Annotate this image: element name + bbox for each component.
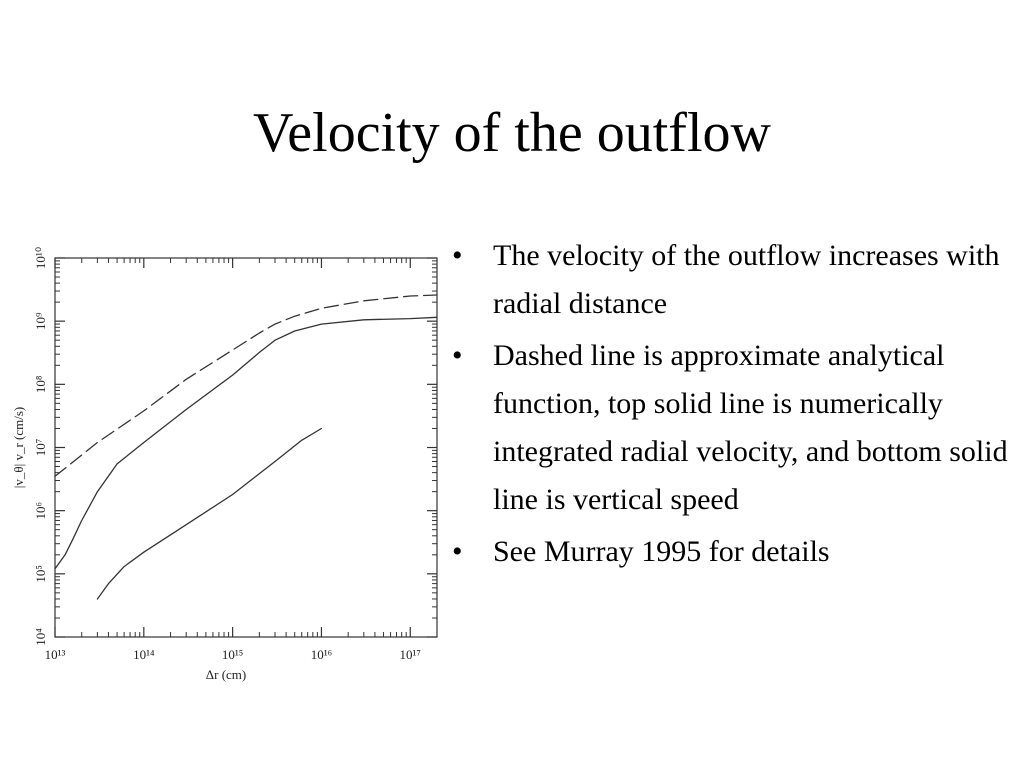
bullet-text: Dashed line is approximate analytical fu… <box>493 339 1008 516</box>
x-axis-label: Δr (cm) <box>206 667 246 682</box>
x-tick-label: 10¹³ <box>45 647 66 662</box>
bullet-marker: • <box>452 339 463 372</box>
labels-layer: 10¹³ 10¹⁴ 10¹⁵ 10¹⁶ 10¹⁷ 10⁴ 10⁵ 10⁶ 10⁷ 10⁸ 10⁹ 10… <box>11 247 421 682</box>
chart-svg: 10¹³ 10¹⁴ 10¹⁵ 10¹⁶ 10¹⁷ 10⁴ 10⁵ 10⁶ 10⁷ 10⁸ 10⁹ 10… <box>11 247 438 682</box>
x-tick-label: 10¹⁷ <box>400 647 421 662</box>
y-tick-label: 10⁸ <box>33 375 48 393</box>
x-tick-label: 10¹⁵ <box>222 647 243 662</box>
plot-frame <box>54 257 438 638</box>
y-tick-label: 10⁶ <box>33 502 48 520</box>
y-tick-label: 10⁴ <box>33 628 48 646</box>
bullet-marker: • <box>452 535 463 568</box>
series-line-2 <box>54 316 438 570</box>
y-tick-label: 10⁹ <box>33 312 48 330</box>
ticks-layer <box>54 257 437 638</box>
bullet-text: See Murray 1995 for details <box>493 535 830 568</box>
x-tick-label: 10¹⁴ <box>133 647 155 662</box>
y-axis-label: |v_θ| v_r (cm/s) <box>11 407 26 488</box>
series-layer <box>54 294 438 600</box>
y-tick-label: 10⁵ <box>33 565 48 583</box>
bullet-item-2: • Dashed line is approximate analytical … <box>452 332 1012 524</box>
bullet-list: • The velocity of the outflow increases … <box>452 232 1012 580</box>
x-tick-label: 10¹⁶ <box>311 647 332 662</box>
y-tick-label: 10¹⁰ <box>33 247 48 269</box>
bullet-item-3: • See Murray 1995 for details <box>452 528 1012 576</box>
bullet-text: The velocity of the outflow increases wi… <box>493 239 1000 320</box>
series-line-3 <box>96 427 323 600</box>
velocity-chart: 10¹³ 10¹⁴ 10¹⁵ 10¹⁶ 10¹⁷ 10⁴ 10⁵ 10⁶ 10⁷ 10⁸ 10⁹ 10… <box>0 230 450 690</box>
series-line-1 <box>54 294 438 477</box>
bullet-item-1: • The velocity of the outflow increases … <box>452 232 1012 328</box>
y-tick-label: 10⁷ <box>33 439 48 457</box>
slide-title: Velocity of the outflow <box>253 102 771 164</box>
bullet-marker: • <box>452 239 463 272</box>
